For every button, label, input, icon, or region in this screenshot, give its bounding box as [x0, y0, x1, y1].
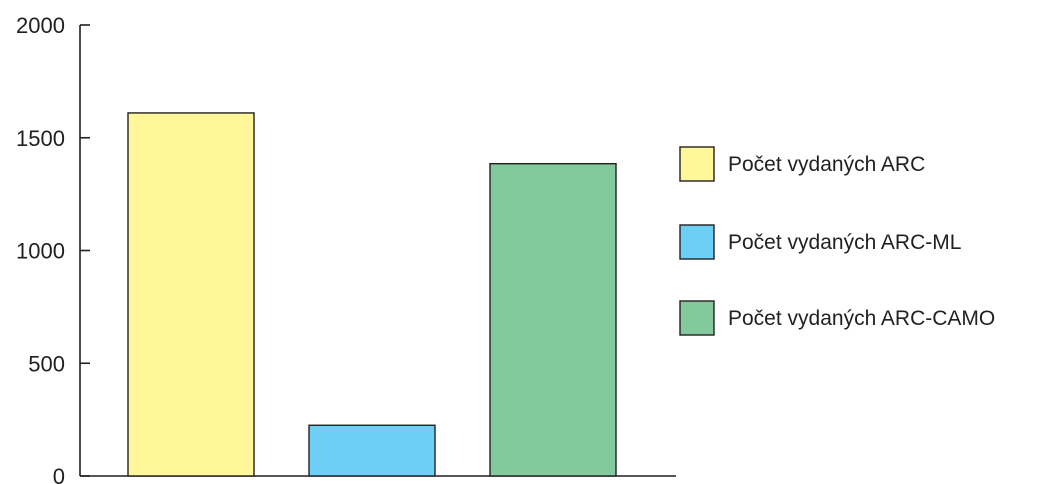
y-tick-label: 2000	[16, 13, 65, 38]
y-tick-label: 1500	[16, 126, 65, 151]
y-tick-label: 500	[28, 351, 65, 376]
bar-1	[127, 112, 255, 477]
y-tick-label: 0	[53, 464, 65, 484]
legend-label-2: Počet vydaných ARC-ML	[728, 231, 961, 254]
bar-3	[489, 162, 617, 477]
bar-2	[308, 424, 436, 477]
legend-swatch-1	[679, 146, 715, 182]
legend-label-3: Počet vydaných ARC-CAMO	[728, 307, 995, 330]
legend-swatch-3	[679, 300, 715, 336]
chart-legend: Počet vydaných ARC Počet vydaných ARC-ML P…	[679, 146, 995, 336]
y-tick-label: 1000	[16, 239, 65, 264]
legend-label-1: Počet vydaných ARC	[728, 153, 925, 176]
legend-swatch-2	[679, 224, 715, 260]
chart-bars	[127, 112, 617, 477]
